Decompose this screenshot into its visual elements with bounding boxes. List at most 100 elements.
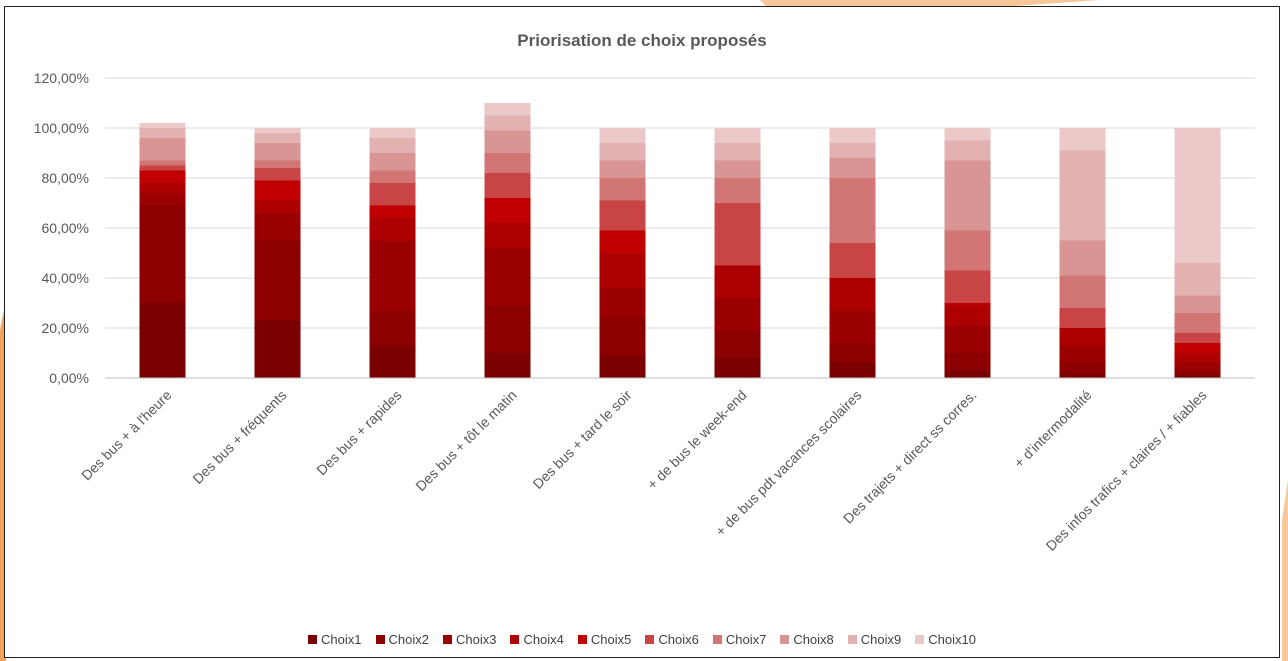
bar-segment-choix7	[484, 153, 531, 173]
bar-segment-choix1	[944, 370, 991, 378]
x-tick-label: Des bus + rapides	[313, 387, 404, 478]
bar-segment-choix9	[829, 143, 876, 158]
bar-segment-choix4	[829, 278, 876, 311]
bar-segment-choix4	[599, 253, 646, 288]
legend-swatch	[915, 635, 925, 644]
bar-segment-choix8	[139, 138, 186, 161]
bar-segment-choix2	[1059, 363, 1106, 373]
chart-container: Priorisation de choix proposés 0,00% 20,0…	[4, 6, 1280, 658]
legend-label: Choix10	[928, 632, 976, 647]
bar-segment-choix10	[829, 128, 876, 143]
bar-segment-choix8	[714, 160, 761, 178]
x-tick-label: Des bus + à l'heure	[78, 387, 175, 484]
bar-segment-choix10	[714, 128, 761, 143]
bar-segment-choix10	[1174, 128, 1221, 263]
chart-legend: Choix1 Choix2 Choix3 Choix4 Choix5 Choix6 Choi…	[5, 632, 1279, 647]
bar-segment-choix7	[944, 230, 991, 271]
bar-segment-choix8	[829, 158, 876, 178]
legend-item: Choix2	[375, 632, 429, 647]
bar-segment-choix4	[1174, 353, 1221, 363]
bar-segment-choix3	[254, 213, 301, 241]
y-tick-label: 40,00%	[42, 270, 89, 286]
legend-item: Choix5	[577, 632, 632, 647]
legend-label: Choix4	[523, 632, 564, 647]
y-tick-label: 100,00%	[34, 120, 89, 136]
bar-segment-choix5	[1174, 343, 1221, 353]
bar-segment-choix3	[599, 288, 646, 318]
bar-segment-choix9	[484, 115, 531, 131]
bar-segment-choix6	[254, 168, 301, 181]
legend-item: Choix10	[915, 632, 976, 647]
chart-plot-area: 0,00% 20,00% 40,00% 60,00% 80,00% 100,00% 120,…	[34, 70, 1255, 554]
legend-item: Choix4	[510, 632, 564, 647]
bar-segment-choix1	[254, 320, 301, 378]
legend-label: Choix3	[455, 632, 497, 647]
y-tick-label: 20,00%	[42, 320, 89, 336]
legend-item: Choix6	[645, 632, 699, 647]
bar-segment-choix8	[944, 160, 991, 231]
bar-segment-choix8	[369, 153, 416, 171]
legend-item: Choix9	[847, 632, 901, 647]
bar-segment-choix4	[254, 200, 301, 213]
bar-segment-choix6	[139, 165, 186, 171]
bar-segment-choix4	[484, 223, 531, 248]
bar-segment-choix2	[484, 305, 531, 353]
legend-swatch	[645, 635, 655, 644]
legend-item: Choix3	[442, 632, 497, 647]
bar-segment-choix4	[369, 218, 416, 241]
bar-segment-choix9	[139, 128, 186, 138]
bar-segment-choix9	[1174, 263, 1221, 296]
legend-swatch	[780, 635, 790, 644]
x-tick-label: Des bus + tard le soir	[529, 387, 634, 492]
bar-segment-choix6	[484, 173, 531, 198]
bar-segment-choix3	[1059, 345, 1106, 363]
legend-item: Choix8	[780, 632, 834, 647]
bar-segment-choix1	[714, 358, 761, 378]
bar-segment-choix8	[254, 143, 301, 161]
legend-label: Choix5	[590, 632, 632, 647]
bar-segment-choix10	[254, 128, 301, 133]
bar-segment-choix7	[254, 160, 301, 168]
bar-segment-choix8	[1059, 240, 1106, 276]
legend-label: Choix2	[388, 632, 429, 647]
bar-segment-choix3	[139, 193, 186, 206]
x-tick-label: Des trajets + direct ss corres.	[840, 387, 980, 527]
bar-segment-choix9	[254, 133, 301, 143]
legend-item: Choix1	[308, 632, 362, 647]
legend-label: Choix6	[658, 632, 699, 647]
bar-segment-choix8	[484, 130, 531, 153]
bar-segment-choix1	[599, 355, 646, 378]
bar-segment-choix10	[484, 103, 531, 116]
legend-swatch	[712, 635, 722, 644]
bar-segment-choix3	[829, 310, 876, 343]
bar-segment-choix7	[1059, 275, 1106, 308]
legend-swatch	[847, 635, 857, 644]
bar-segment-choix1	[829, 363, 876, 378]
bar-segment-choix4	[1059, 328, 1106, 346]
chart-title: Priorisation de choix proposés	[517, 31, 767, 50]
bar-segment-choix1	[484, 353, 531, 378]
bar-segment-choix2	[139, 205, 186, 303]
bar-segment-choix8	[599, 160, 646, 178]
bar-segment-choix8	[1174, 295, 1221, 313]
bar-segment-choix9	[1059, 150, 1106, 241]
bar-segment-choix6	[1059, 308, 1106, 328]
legend-swatch	[577, 635, 587, 644]
bar-segment-choix10	[599, 128, 646, 143]
bar-segment-choix6	[944, 270, 991, 303]
bar-segment-choix10	[139, 123, 186, 128]
x-tick-label: Des bus + fréquents	[189, 387, 289, 487]
bar-segment-choix3	[1174, 363, 1221, 371]
bar-segment-choix7	[599, 178, 646, 201]
bar-segment-choix4	[714, 265, 761, 298]
bar-segment-choix2	[254, 240, 301, 321]
bar-segment-choix5	[944, 303, 991, 306]
bar-segment-choix10	[369, 128, 416, 138]
bar-segment-choix7	[1174, 313, 1221, 333]
bar-segment-choix5	[139, 170, 186, 183]
bar-segment-choix3	[714, 298, 761, 331]
bar-segment-choix6	[369, 183, 416, 206]
bar-segment-choix4	[139, 183, 186, 193]
bar-segment-choix1	[139, 303, 186, 378]
legend-swatch	[442, 635, 452, 644]
